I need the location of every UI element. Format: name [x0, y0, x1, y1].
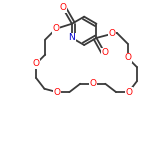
Text: O: O	[52, 24, 60, 33]
Text: O: O	[124, 53, 131, 62]
Text: O: O	[33, 59, 40, 68]
Text: O: O	[53, 88, 60, 97]
Text: N: N	[69, 33, 75, 42]
Text: O: O	[59, 3, 66, 12]
Text: O: O	[109, 29, 116, 38]
Text: O: O	[89, 79, 96, 88]
Text: O: O	[101, 48, 108, 57]
Text: O: O	[125, 88, 132, 97]
